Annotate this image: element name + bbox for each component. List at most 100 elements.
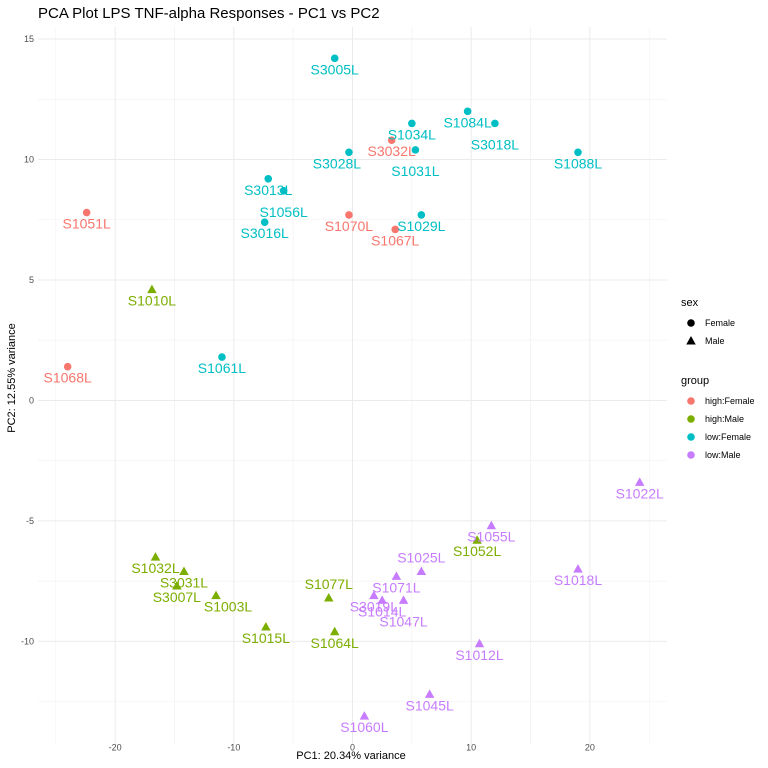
point-label-S3016L: S3016L: [241, 225, 289, 241]
legend-label-low-female: low:Female: [705, 432, 751, 442]
point-S1032L: [150, 552, 161, 561]
x-tick-label: 20: [585, 742, 595, 752]
legend-label-high-male: high:Male: [705, 414, 744, 424]
data-points: [63, 54, 645, 720]
y-tick-label: 5: [29, 275, 34, 285]
point-S1051L: [82, 208, 91, 217]
point-label-S1071L: S1071L: [372, 579, 420, 595]
point-S1056L: [279, 187, 288, 195]
point-label-S1003L: S1003L: [204, 599, 252, 615]
point-label-S1068L: S1068L: [44, 370, 92, 386]
legend-key-female: [687, 319, 695, 327]
x-tick-label: 0: [350, 742, 355, 752]
point-S1061L: [218, 353, 226, 361]
chart-title: PCA Plot LPS TNF-alpha Responses - PC1 v…: [38, 5, 380, 22]
sex-legend-title: sex: [681, 297, 699, 309]
point-S1060L: [359, 711, 370, 720]
point-label-S1088L: S1088L: [554, 155, 602, 171]
point-label-S1045L: S1045L: [406, 697, 454, 713]
legend-key-low-female: [687, 433, 695, 441]
point-label-S1034L: S1034L: [388, 126, 436, 142]
legend-label-high-female: high:Female: [705, 396, 755, 406]
point-S3016L: [260, 218, 269, 226]
point-label-S1032L: S1032L: [131, 560, 179, 576]
legend: sex Female Male group high:Female high:Mal…: [681, 297, 755, 460]
point-S3031L: [179, 566, 189, 576]
x-tick-label: -10: [227, 742, 240, 752]
point-S1015L: [261, 621, 271, 631]
legend-key-high-male: [687, 415, 695, 423]
y-tick-label: 15: [24, 34, 34, 44]
x-tick-label: -20: [109, 742, 122, 752]
point-label-S1084L: S1084L: [443, 114, 491, 130]
point-label-S3019L: S3019L: [350, 599, 398, 615]
point-S3005L: [330, 54, 339, 63]
legend-key-high-female: [687, 397, 695, 405]
legend-key-male: [686, 336, 696, 345]
point-S1077L: [324, 593, 334, 602]
group-legend-title: group: [681, 375, 709, 387]
sex-legend-entries: Female Male: [686, 318, 735, 346]
point-label-S3005L: S3005L: [311, 61, 359, 77]
point-label-S3013L: S3013L: [244, 182, 292, 198]
y-axis-ticks: -10 -5 0 5 10 15: [21, 34, 34, 646]
point-S3007L: [172, 580, 182, 590]
point-S1070L: [345, 211, 353, 219]
point-label-S1060L: S1060L: [340, 719, 388, 735]
y-axis-label: PC2: 12.55% variance: [6, 323, 18, 432]
point-label-S1018L: S1018L: [554, 572, 602, 588]
point-label-S3007L: S3007L: [153, 589, 201, 605]
point-label-S3018L: S3018L: [471, 136, 519, 152]
point-S1025L: [416, 566, 427, 576]
point-S1045L: [424, 689, 435, 698]
point-label-S1029L: S1029L: [397, 218, 445, 234]
x-axis-ticks: -20 -10 0 10 20: [109, 742, 595, 752]
grid: [38, 27, 667, 745]
point-label-S1015L: S1015L: [242, 630, 290, 646]
point-S1010L: [147, 284, 157, 294]
point-S1022L: [634, 477, 645, 486]
point-label-S1061L: S1061L: [198, 360, 246, 376]
point-label-S1025L: S1025L: [397, 550, 445, 566]
point-labels: S3005L S1034L S1084L S3018L S3032L S3028L S103…: [44, 61, 665, 735]
point-S1014L: [377, 595, 387, 604]
y-tick-label: -5: [26, 516, 34, 526]
point-S3019L: [369, 590, 379, 600]
point-label-S1010L: S1010L: [128, 293, 176, 309]
point-S1068L: [63, 362, 72, 371]
point-label-S1064L: S1064L: [311, 635, 359, 651]
point-label-S1067L: S1067L: [371, 232, 419, 248]
point-label-S1014L: S1014L: [358, 603, 406, 619]
point-S1031L: [411, 146, 420, 154]
point-S3013L: [264, 174, 273, 183]
x-axis-label: PC1: 20.34% variance: [296, 750, 405, 762]
point-S3018L: [491, 119, 499, 128]
point-S1034L: [408, 119, 416, 128]
point-S1052L: [472, 535, 482, 544]
point-label-S1022L: S1022L: [616, 485, 664, 501]
point-S1003L: [211, 590, 221, 600]
point-S3028L: [345, 148, 353, 157]
point-S1071L: [391, 571, 402, 580]
point-label-S3028L: S3028L: [313, 155, 361, 171]
point-S1064L: [329, 626, 340, 636]
point-label-S3032L: S3032L: [368, 143, 416, 159]
y-tick-label: 0: [29, 395, 34, 405]
point-S1012L: [474, 638, 485, 648]
point-S1029L: [417, 211, 426, 219]
y-tick-label: -10: [21, 636, 34, 646]
point-label-S1056L: S1056L: [260, 204, 308, 220]
legend-label-low-male: low:Male: [705, 450, 741, 460]
point-label-S1012L: S1012L: [455, 647, 503, 663]
point-S1047L: [398, 595, 409, 604]
point-label-S1077L: S1077L: [305, 576, 353, 592]
point-S1055L: [486, 520, 497, 530]
point-label-S1070L: S1070L: [325, 218, 373, 234]
point-label-S1055L: S1055L: [467, 529, 515, 545]
point-S3032L: [387, 136, 396, 145]
point-S1088L: [574, 148, 582, 157]
point-label-S1047L: S1047L: [379, 613, 427, 629]
point-S1018L: [573, 564, 583, 573]
point-label-S1052L: S1052L: [453, 543, 501, 559]
